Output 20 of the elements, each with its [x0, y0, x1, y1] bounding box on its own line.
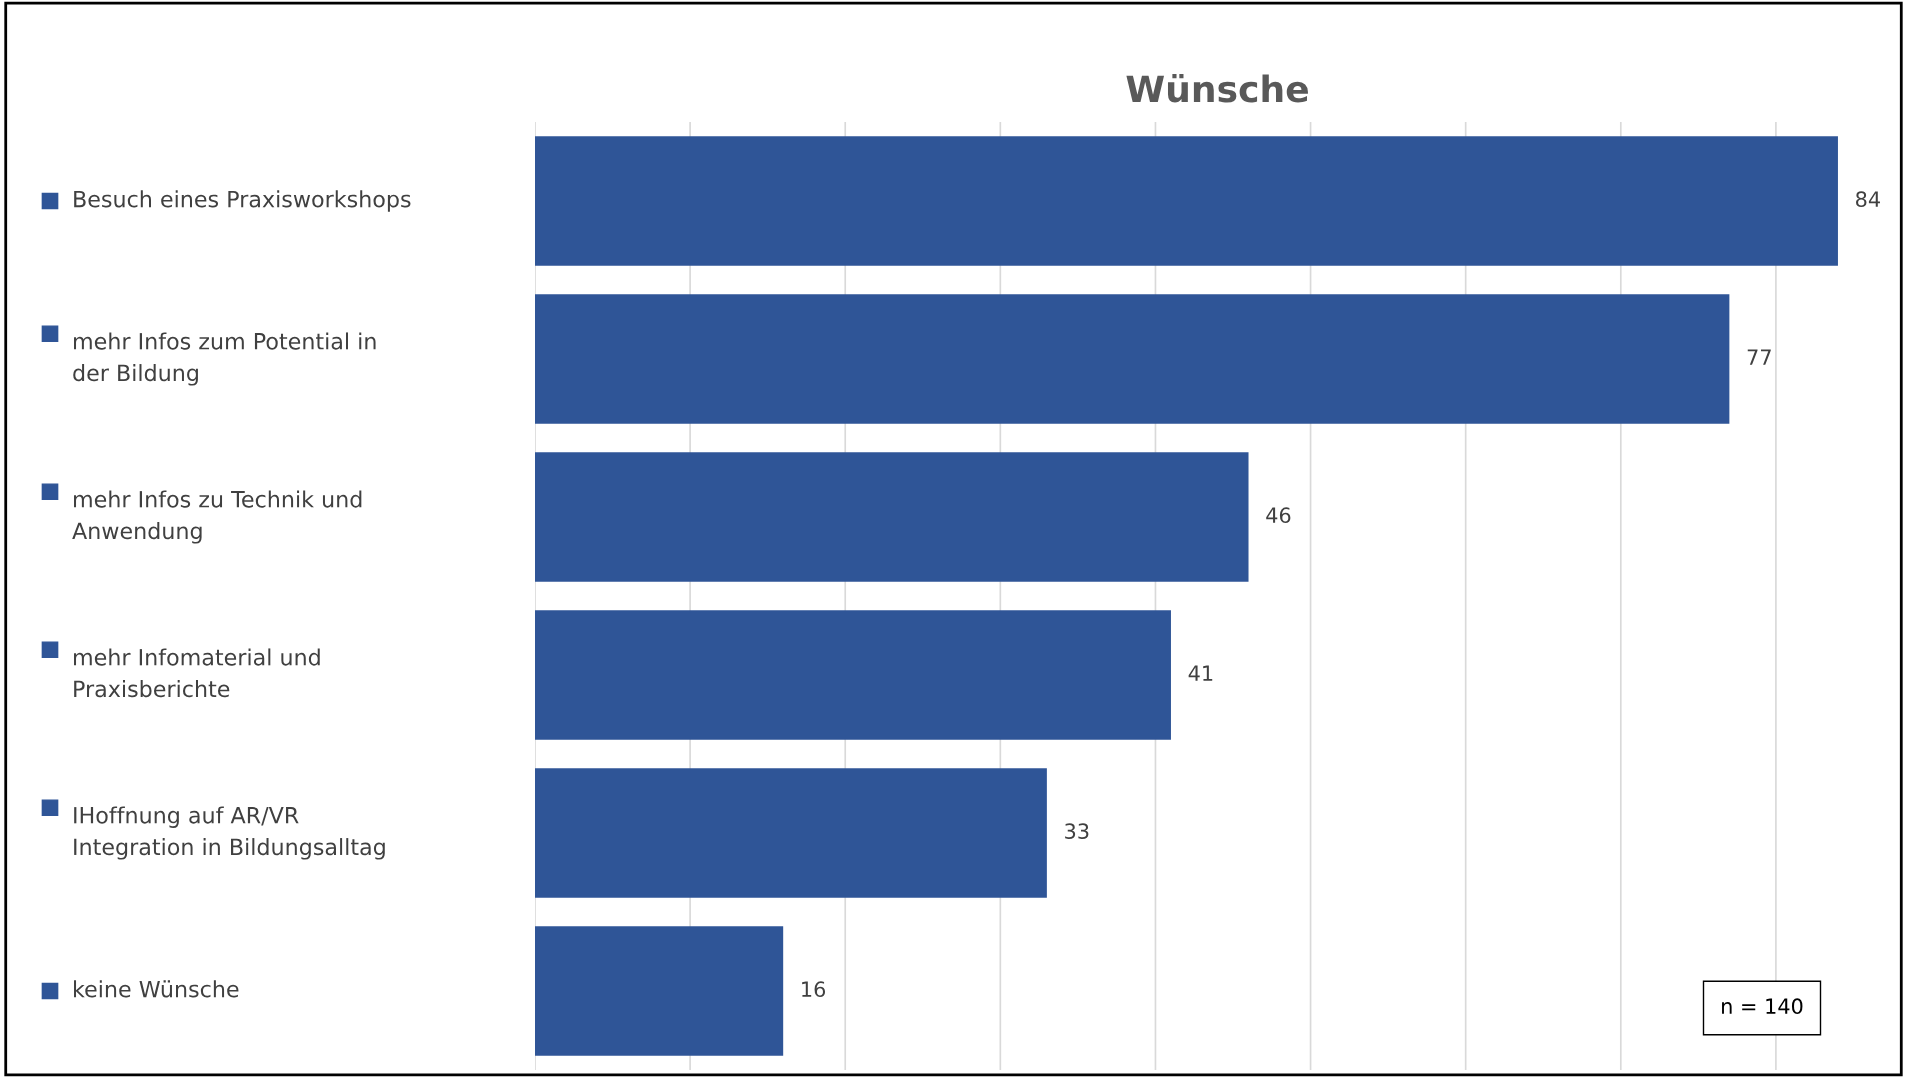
annotation: n = 140 [1722, 998, 1803, 1015]
y-tick-label: IHoffnung auf AR/VR Integration in Bildungsalltag [74, 806, 385, 860]
bar [535, 136, 1838, 266]
chart-title: Wünsche [1126, 74, 1308, 103]
y-tick-label: mehr Infos zum Potential in der Bildung [73, 332, 376, 386]
y-tick-label: mehr Infos zu Technik und Anwendung [72, 490, 362, 544]
data-label: 84 [1856, 191, 1880, 208]
y-tick-label: keine Wünsche [74, 980, 239, 998]
data-label: 77 [1747, 349, 1771, 365]
data-label: 41 [1188, 665, 1213, 681]
bar [535, 294, 1730, 424]
y-tick-label: Besuch eines Praxisworkshops [74, 190, 411, 212]
bar [535, 610, 1171, 740]
bar [535, 452, 1249, 582]
data-label: 46 [1266, 507, 1291, 524]
y-tick-label: mehr Infomaterial und Praxisberichte [74, 648, 320, 698]
data-label: 33 [1065, 823, 1089, 840]
bar [535, 768, 1047, 898]
data-label: 16 [802, 981, 826, 998]
bar [535, 926, 784, 1056]
